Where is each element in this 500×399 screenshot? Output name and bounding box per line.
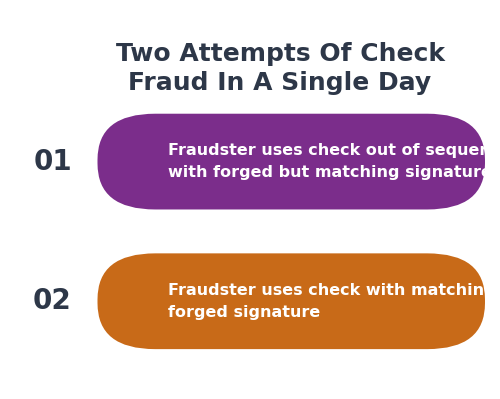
Text: 02: 02: [33, 287, 72, 315]
Text: Fraudster uses check with matching
forged signature: Fraudster uses check with matching forge…: [168, 283, 495, 320]
FancyBboxPatch shape: [98, 114, 485, 209]
Text: Fraudster uses check out of sequence
with forged but matching signature: Fraudster uses check out of sequence wit…: [168, 143, 500, 180]
Text: Two Attempts Of Check
Fraud In A Single Day: Two Attempts Of Check Fraud In A Single …: [116, 42, 444, 95]
Text: 01: 01: [33, 148, 72, 176]
FancyBboxPatch shape: [98, 253, 485, 349]
